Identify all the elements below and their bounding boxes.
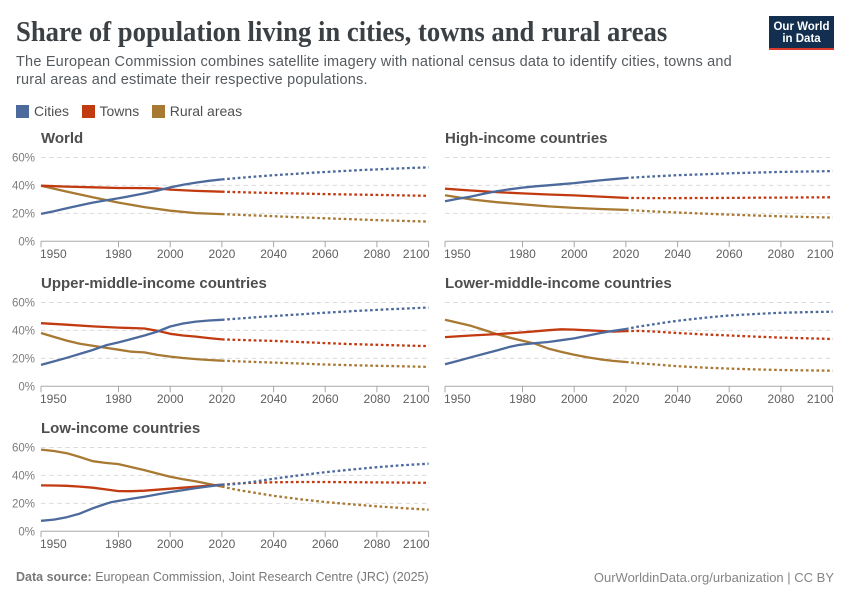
svg-text:0%: 0% [18, 236, 35, 248]
svg-text:0%: 0% [18, 381, 35, 393]
svg-text:World: World [41, 130, 83, 147]
svg-text:1980: 1980 [509, 392, 536, 406]
svg-text:2020: 2020 [613, 392, 640, 406]
svg-text:2000: 2000 [157, 392, 184, 406]
svg-text:60%: 60% [12, 443, 35, 455]
svg-text:2000: 2000 [561, 392, 588, 406]
svg-text:2040: 2040 [260, 247, 287, 261]
svg-text:40%: 40% [12, 180, 35, 192]
svg-text:2040: 2040 [260, 537, 287, 551]
svg-text:2020: 2020 [209, 392, 236, 406]
svg-text:20%: 20% [12, 353, 35, 365]
svg-text:2020: 2020 [209, 537, 236, 551]
svg-text:Upper-middle-income countries: Upper-middle-income countries [41, 275, 267, 292]
svg-text:2080: 2080 [364, 392, 391, 406]
svg-text:2040: 2040 [260, 392, 287, 406]
svg-text:2040: 2040 [664, 247, 691, 261]
svg-text:2080: 2080 [364, 537, 391, 551]
svg-text:60%: 60% [12, 298, 35, 310]
svg-text:0%: 0% [18, 526, 35, 538]
svg-text:Lower-middle-income countries: Lower-middle-income countries [445, 275, 672, 292]
svg-text:2000: 2000 [561, 247, 588, 261]
svg-text:1980: 1980 [105, 392, 132, 406]
svg-text:1950: 1950 [40, 537, 67, 551]
svg-text:2040: 2040 [664, 392, 691, 406]
svg-text:40%: 40% [12, 470, 35, 482]
svg-text:1980: 1980 [509, 247, 536, 261]
svg-text:2080: 2080 [364, 247, 391, 261]
svg-text:1950: 1950 [40, 392, 67, 406]
svg-text:2100: 2100 [403, 247, 430, 261]
svg-text:2080: 2080 [768, 247, 795, 261]
svg-text:2060: 2060 [716, 247, 743, 261]
svg-text:High-income countries: High-income countries [445, 130, 608, 147]
svg-text:20%: 20% [12, 498, 35, 510]
svg-text:2100: 2100 [403, 537, 430, 551]
svg-text:1950: 1950 [444, 392, 471, 406]
svg-text:2060: 2060 [716, 392, 743, 406]
svg-text:2060: 2060 [312, 247, 339, 261]
svg-text:2080: 2080 [768, 392, 795, 406]
svg-text:60%: 60% [12, 153, 35, 165]
svg-text:40%: 40% [12, 325, 35, 337]
svg-text:2100: 2100 [807, 392, 834, 406]
svg-text:1950: 1950 [40, 247, 67, 261]
svg-text:1980: 1980 [105, 247, 132, 261]
svg-text:2100: 2100 [403, 392, 430, 406]
svg-text:1980: 1980 [105, 537, 132, 551]
svg-text:20%: 20% [12, 208, 35, 220]
svg-text:2100: 2100 [807, 247, 834, 261]
svg-text:1950: 1950 [444, 247, 471, 261]
svg-text:2000: 2000 [157, 247, 184, 261]
svg-text:2060: 2060 [312, 537, 339, 551]
svg-text:2000: 2000 [157, 537, 184, 551]
svg-text:2020: 2020 [613, 247, 640, 261]
svg-text:2020: 2020 [209, 247, 236, 261]
svg-text:Low-income countries: Low-income countries [41, 420, 200, 437]
svg-text:2060: 2060 [312, 392, 339, 406]
